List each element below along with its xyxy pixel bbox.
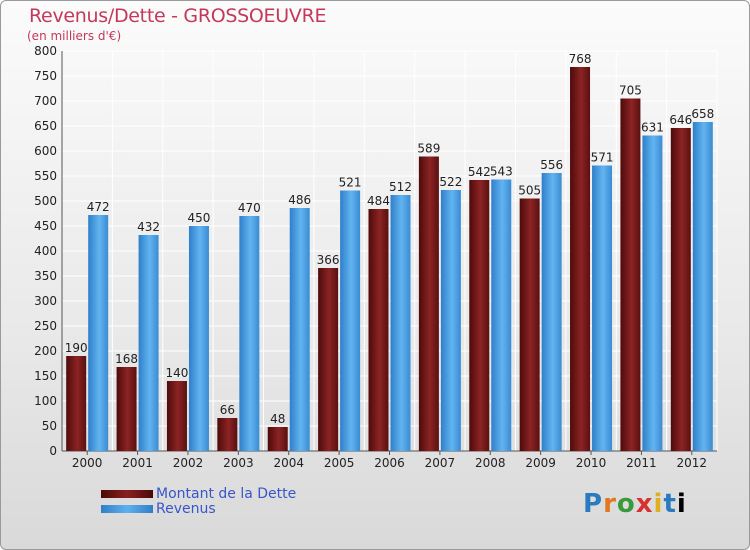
legend-label-dette: Montant de la Dette [156,486,297,502]
x-tick-label: 2006 [374,456,405,470]
bar-revenus [289,208,310,451]
data-label-revenus: 631 [641,121,664,135]
chart-subtitle: (en milliers d'€) [27,29,122,43]
data-label-dette: 505 [518,184,541,198]
bar-dette [166,381,187,451]
data-label-dette: 366 [317,253,340,267]
bar-revenus [541,173,562,451]
x-tick-label: 2008 [475,456,506,470]
y-tick-label: 800 [34,44,57,58]
data-label-dette: 48 [270,412,285,426]
data-label-dette: 66 [220,403,235,417]
bar-dette [116,367,137,451]
y-tick-label: 500 [34,194,57,208]
data-label-revenus: 472 [87,200,110,214]
data-label-dette: 190 [65,341,88,355]
data-label-dette: 589 [417,142,440,156]
x-tick-label: 2009 [525,456,556,470]
x-tick-label: 2004 [273,456,304,470]
y-tick-label: 550 [34,169,57,183]
y-axis: 0 50 100 150 200 250 300 350 400 450 500 550 600 650 7… [34,44,57,458]
x-tick-label: 2010 [576,456,607,470]
x-tick-label: 2001 [122,456,153,470]
bar-dette [318,268,339,451]
bar-revenus [390,195,411,451]
data-label-dette: 168 [115,352,138,366]
bar-dette [368,209,389,451]
x-tick-label: 2007 [425,456,456,470]
data-label-dette: 542 [468,165,491,179]
bar-dette [418,156,439,451]
data-label-dette: 705 [619,84,642,98]
y-tick-label: 200 [34,344,57,358]
legend-swatch-dette [101,490,153,498]
data-label-revenus: 486 [288,193,311,207]
legend-label-revenus: Revenus [156,501,216,517]
bars [66,67,713,451]
bar-revenus [592,165,613,451]
data-label-dette: 768 [569,52,592,66]
y-tick-label: 450 [34,219,57,233]
y-tick-label: 350 [34,269,57,283]
bar-revenus [491,179,512,451]
bar-dette [570,67,591,451]
bar-dette [469,180,490,451]
bar-dette [519,198,540,451]
bar-revenus [88,215,109,451]
data-label-revenus: 512 [389,180,412,194]
bar-revenus [642,135,663,451]
data-label-dette: 646 [669,113,692,127]
y-tick-label: 400 [34,244,57,258]
x-tick-label: 2005 [324,456,355,470]
y-tick-label: 100 [34,394,57,408]
data-label-dette: 140 [166,366,189,380]
bar-revenus [188,226,209,451]
bar-dette [66,356,87,451]
data-labels: 190 472 168 432 140 450 66 470 48 486 366 521 484512… [65,52,715,426]
x-tick-label: 2011 [626,456,657,470]
data-label-dette: 484 [367,194,390,208]
bar-revenus [440,190,461,451]
data-label-revenus: 543 [490,165,513,179]
data-label-revenus: 470 [238,201,261,215]
data-label-revenus: 571 [591,151,614,165]
grid [61,50,718,452]
bar-revenus [138,235,159,451]
bar-revenus [340,190,361,451]
legend-swatch-revenus [101,505,153,513]
bar-revenus [692,122,713,451]
data-label-revenus: 521 [339,176,362,190]
y-tick-label: 300 [34,294,57,308]
x-axis: 2000 2001 2002 2003 2004 2005 2006 2007 2008 2009… [72,451,707,470]
x-tick-label: 2003 [223,456,254,470]
y-tick-label: 250 [34,319,57,333]
bar-dette [267,427,288,451]
y-tick-label: 700 [34,94,57,108]
data-label-revenus: 522 [439,175,462,189]
proxiti-logo: Proxiti [583,489,687,519]
y-tick-label: 750 [34,69,57,83]
bar-dette [217,418,238,451]
y-tick-label: 150 [34,369,57,383]
data-label-revenus: 556 [540,158,563,172]
y-tick-label: 0 [49,444,57,458]
y-tick-label: 650 [34,119,57,133]
x-tick-label: 2012 [677,456,708,470]
data-label-revenus: 658 [691,107,714,121]
bar-dette [620,98,641,451]
chart-title: Revenus/Dette - GROSSOEUVRE [29,5,327,27]
data-label-revenus: 432 [137,220,160,234]
data-label-revenus: 450 [188,211,211,225]
y-tick-label: 50 [42,419,57,433]
x-tick-label: 2002 [173,456,204,470]
y-tick-label: 600 [34,144,57,158]
x-tick-label: 2000 [72,456,103,470]
bar-revenus [239,216,260,451]
bar-dette [670,128,691,451]
